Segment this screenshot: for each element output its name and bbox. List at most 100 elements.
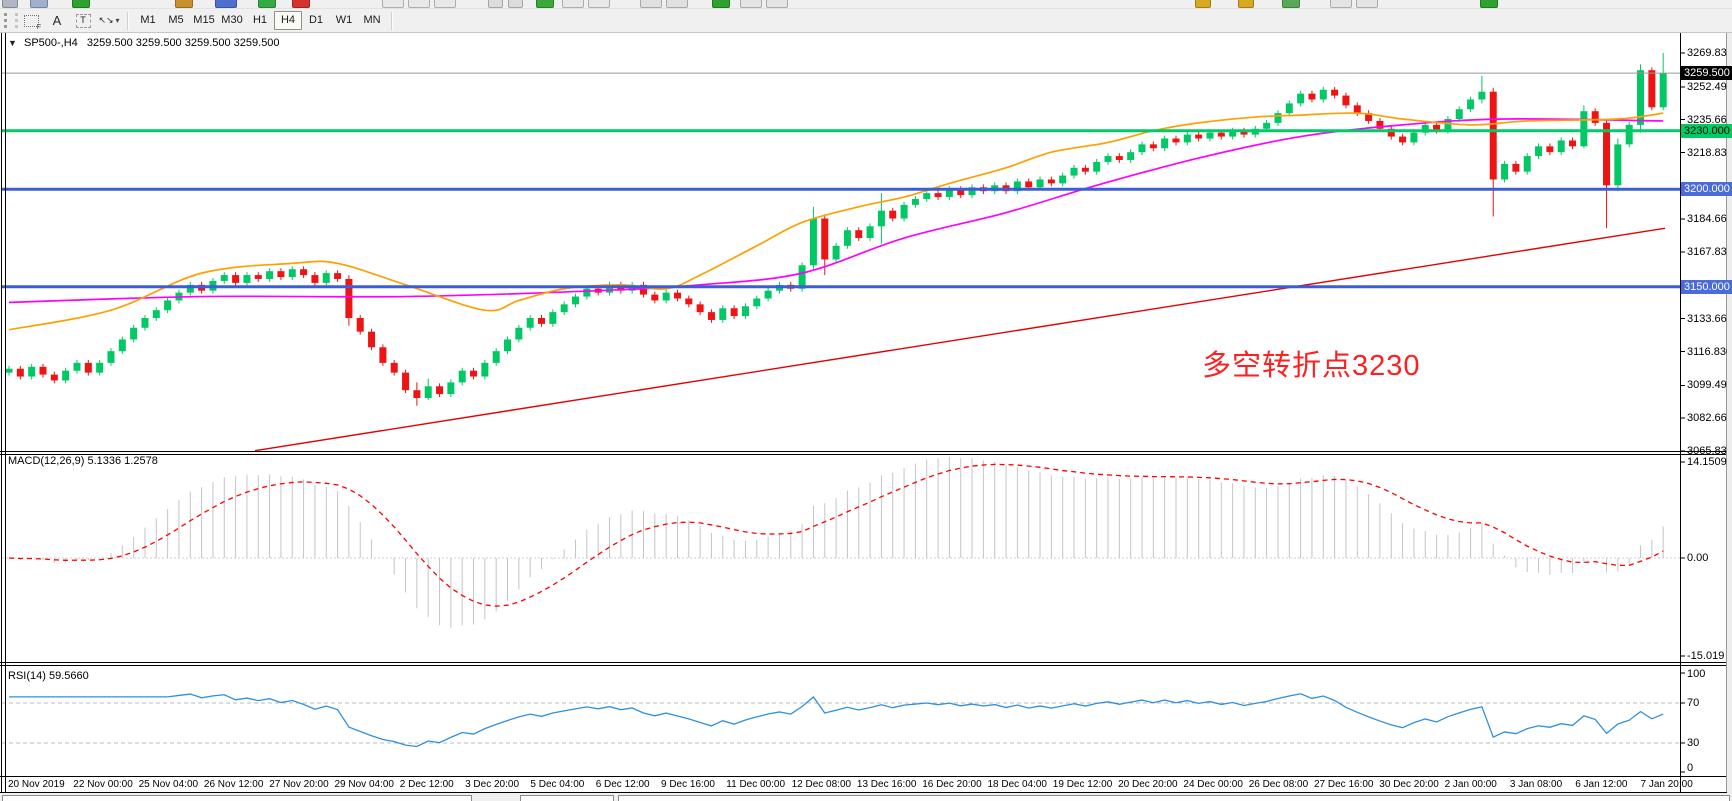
time-axis-label: 12 Dec 08:00 xyxy=(791,779,852,790)
toolbar-icon-partial[interactable] xyxy=(215,0,237,8)
price-tick-label: 3082.660 xyxy=(1687,412,1732,425)
timeframe-button-w1[interactable]: W1 xyxy=(335,14,353,26)
status-box[interactable] xyxy=(520,795,614,801)
time-axis-label: 27 Dec 16:00 xyxy=(1314,779,1374,790)
toolbar-icon-partial[interactable] xyxy=(562,0,584,8)
timeframe-button-h4[interactable]: H4 xyxy=(274,11,302,30)
text-box-icon: T xyxy=(75,13,91,28)
toolbar-icon-partial[interactable] xyxy=(1282,0,1300,8)
time-axis-label: 24 Dec 00:00 xyxy=(1183,779,1243,790)
label-tool-button[interactable]: A xyxy=(46,12,68,30)
timeframe-button-h1[interactable]: H1 xyxy=(252,14,268,26)
arrows-tool-button[interactable]: ↖↘ ▾ xyxy=(98,12,120,30)
status-bar-partial xyxy=(0,793,1732,801)
price-tick-label: 3235.660 xyxy=(1687,113,1732,126)
toolbar-icon-partial[interactable] xyxy=(508,0,523,8)
rsi-axis-label: 70 xyxy=(1687,697,1700,709)
time-axis-label: 22 Nov 00:00 xyxy=(73,779,133,790)
text-tool-button[interactable]: T xyxy=(72,12,94,30)
toolbar-separator xyxy=(127,11,129,30)
timeframe-button-m5[interactable]: M5 xyxy=(168,14,184,26)
rsi-indicator-label: RSI(14) 59.5660 xyxy=(8,670,89,682)
status-box[interactable] xyxy=(2,795,472,801)
toolbar-icon-partial[interactable] xyxy=(1238,0,1254,8)
chart-right-gutter[interactable] xyxy=(1727,33,1732,793)
time-axis-label: 5 Dec 04:00 xyxy=(530,779,585,790)
price-tick-label: 3133.660 xyxy=(1687,312,1732,325)
timeframe-button-m30[interactable]: M30 xyxy=(221,14,243,26)
rsi-axis-label: 0 xyxy=(1687,762,1694,774)
price-tick-label: 3167.830 xyxy=(1687,246,1732,258)
timeframe-button-m15[interactable]: M15 xyxy=(193,14,215,26)
time-axis-label: 3 Jan 08:00 xyxy=(1509,779,1563,790)
time-axis-label: 20 Dec 20:00 xyxy=(1118,779,1178,790)
toolbar-icon-partial[interactable] xyxy=(766,0,788,8)
symbol-dropdown-icon[interactable]: ▼ xyxy=(8,38,17,48)
price-badge: 3150.000 xyxy=(1681,279,1732,294)
timeframe-button-group: M1 M5 M15 M30 H1 H4 D1 W1 MN xyxy=(134,11,386,30)
macd-axis-label: 0.00 xyxy=(1687,552,1709,564)
toolbar-icon-partial[interactable] xyxy=(488,0,503,8)
toolbar-icon-partial[interactable] xyxy=(588,0,610,8)
timeframe-button-mn[interactable]: MN xyxy=(363,14,381,26)
toolbar-icon-partial[interactable] xyxy=(1195,0,1211,8)
status-box[interactable] xyxy=(618,795,1730,801)
time-axis-label: 6 Dec 12:00 xyxy=(595,779,650,790)
macd-axis-label: 14.1509 xyxy=(1687,455,1727,468)
marquee-f-label: F xyxy=(36,23,41,31)
toolbar-icon-partial[interactable] xyxy=(740,0,762,8)
toolbar-icon-partial[interactable] xyxy=(1480,0,1498,8)
rsi-axis-label: 100 xyxy=(1687,668,1706,680)
chart-title: ▼ SP500-,H4 3259.500 3259.500 3259.500 3… xyxy=(8,37,280,49)
price-tick-label: 3099.490 xyxy=(1687,379,1732,392)
price-badge: 3259.500 xyxy=(1681,66,1732,81)
time-axis-label: 6 Jan 12:00 xyxy=(1575,779,1628,790)
toolbar-icon-partial[interactable] xyxy=(408,0,430,8)
marquee-icon xyxy=(23,14,39,27)
time-axis-label: 26 Dec 08:00 xyxy=(1248,779,1309,790)
toolbar-icon-partial[interactable] xyxy=(1356,0,1378,8)
macd-axis-label: -15.019 xyxy=(1687,650,1725,662)
toolbar-icon-partial[interactable] xyxy=(382,0,404,8)
main-toolbar-partial xyxy=(0,0,1732,9)
time-axis-label: 16 Dec 20:00 xyxy=(922,779,982,790)
toolbar-grip[interactable] xyxy=(4,13,18,28)
time-axis-label: 3 Dec 20:00 xyxy=(465,779,520,790)
toolbar-icon-partial[interactable] xyxy=(258,0,276,8)
timeframe-button-m1[interactable]: M1 xyxy=(140,14,156,26)
price-tick-label: 3218.830 xyxy=(1687,146,1732,159)
arrows-icon: ↖↘ xyxy=(98,15,114,25)
toolbar-icon-partial[interactable] xyxy=(2,0,18,8)
toolbar-icon-partial[interactable] xyxy=(712,0,730,8)
timeframe-button-d1[interactable]: D1 xyxy=(308,14,324,26)
toolbar-icon-partial[interactable] xyxy=(175,0,193,8)
toolbar-icon-partial[interactable] xyxy=(640,0,662,8)
toolbar-icon-partial[interactable] xyxy=(1330,0,1352,8)
time-axis-label: 7 Jan 20:00 xyxy=(1640,779,1693,790)
marquee-tool-button[interactable]: F xyxy=(20,12,42,31)
time-axis-label: 27 Nov 20:00 xyxy=(269,779,329,790)
time-axis-label: 30 Dec 20:00 xyxy=(1379,779,1439,790)
toolbar-icon-partial[interactable] xyxy=(666,0,688,8)
price-badge: 3200.000 xyxy=(1681,182,1732,197)
time-axis-label: 29 Nov 04:00 xyxy=(334,779,395,790)
toolbar-icon-partial[interactable] xyxy=(292,0,310,8)
label-a-icon: A xyxy=(52,13,62,28)
toolbar-icon-partial[interactable] xyxy=(536,0,554,8)
macd-indicator-label: MACD(12,26,9) 5.1336 1.2578 xyxy=(8,455,158,467)
price-tick-label: 3116.830 xyxy=(1687,345,1732,358)
time-axis-label: 25 Nov 04:00 xyxy=(138,779,199,790)
toolbar-icon-partial[interactable] xyxy=(434,0,456,8)
time-axis-label: 19 Dec 12:00 xyxy=(1052,779,1113,790)
toolbar-icon-partial[interactable] xyxy=(30,0,48,8)
chart-symbol-period: SP500-,H4 xyxy=(23,37,78,49)
time-axis-label: 13 Dec 16:00 xyxy=(856,779,917,790)
time-axis-label: 20 Nov 2019 xyxy=(8,779,65,790)
price-tick-label: 3269.830 xyxy=(1687,47,1732,59)
toolbar-icon-partial[interactable] xyxy=(72,0,90,8)
chart-annotation-text[interactable]: 多空转折点3230 xyxy=(1202,350,1421,382)
time-axis-label: 2 Dec 12:00 xyxy=(399,779,454,790)
price-badge: 3230.000 xyxy=(1681,123,1732,138)
chart-ohlc-values: 3259.500 3259.500 3259.500 3259.500 xyxy=(86,37,280,49)
